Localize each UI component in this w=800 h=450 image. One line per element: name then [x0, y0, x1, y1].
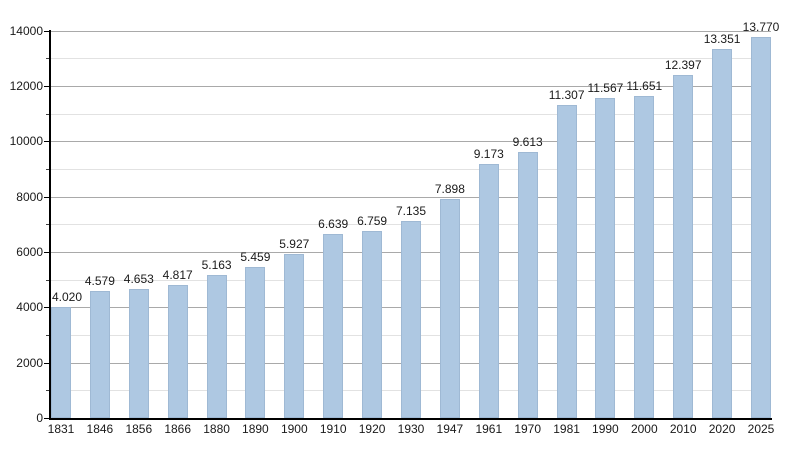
y-axis-major-tick — [44, 418, 50, 419]
bar-value-label: 9.173 — [473, 147, 504, 162]
bar-value-label: 7.898 — [434, 182, 465, 197]
bar-value-label: 5.927 — [279, 236, 310, 251]
y-axis-major-tick — [44, 141, 50, 143]
gridline-major — [50, 85, 771, 87]
y-axis-minor-tick — [46, 113, 50, 115]
y-axis-tick-label: 4000 — [16, 300, 43, 315]
bar — [439, 199, 460, 418]
y-axis-tick-label: 14000 — [9, 23, 43, 38]
y-axis-tick-label: 12000 — [9, 78, 43, 93]
bar-value-label: 4.817 — [162, 267, 193, 282]
y-axis-major-tick — [44, 30, 50, 32]
gridline-minor — [50, 168, 771, 170]
x-axis-tick-label: 1831 — [47, 422, 75, 436]
y-axis-minor-tick — [46, 58, 50, 60]
gridline-minor — [50, 113, 771, 115]
y-axis-tick-label: 2000 — [16, 355, 43, 370]
bar — [401, 220, 421, 418]
y-axis-minor-tick — [46, 335, 50, 336]
bar — [478, 164, 499, 418]
x-axis-tick-label: 2020 — [708, 422, 736, 436]
y-axis-major-tick — [44, 362, 50, 364]
bar-value-label: 6.639 — [318, 217, 349, 232]
x-axis-tick-label: 1990 — [592, 422, 619, 436]
bar — [712, 48, 733, 418]
bar-value-label: 11.567 — [587, 80, 624, 95]
x-axis-tick-label: 1866 — [164, 422, 192, 436]
gridline-major — [50, 196, 771, 198]
bar — [167, 284, 188, 418]
y-axis-minor-tick — [46, 168, 50, 170]
x-axis-tick-label: 1900 — [280, 422, 308, 436]
gridline-major — [50, 30, 771, 32]
y-axis-minor-tick — [46, 224, 50, 226]
bar-value-label: 4.653 — [123, 272, 154, 287]
bar-value-label: 13.770 — [742, 19, 780, 34]
bar — [517, 151, 538, 418]
x-axis-tick-label: 1981 — [553, 422, 580, 436]
x-axis-tick-label: 1890 — [242, 422, 269, 436]
y-axis-major-tick — [44, 251, 50, 253]
bar — [595, 97, 616, 418]
bar — [206, 275, 227, 418]
y-axis-minor-tick — [46, 390, 50, 392]
y-axis-line — [49, 30, 51, 420]
bar-value-label: 9.613 — [512, 134, 543, 149]
bar-value-label: 5.163 — [201, 258, 232, 273]
bar-value-label: 12.397 — [664, 57, 702, 72]
y-axis-major-tick — [44, 196, 50, 198]
x-axis-tick-label: 2025 — [747, 422, 775, 436]
bar-value-label: 4.020 — [52, 289, 83, 304]
x-axis-tick-label: 1846 — [86, 422, 114, 436]
bar — [362, 230, 383, 418]
x-axis-tick-label: 1947 — [436, 422, 464, 436]
y-axis-tick-label: 6000 — [16, 244, 43, 259]
x-axis-tick-label: 1920 — [358, 422, 386, 436]
bar-value-label: 11.651 — [626, 78, 663, 93]
bar — [128, 289, 149, 418]
bar — [51, 306, 71, 418]
x-axis-tick-label: 2000 — [630, 422, 658, 436]
bar-value-label: 11.307 — [548, 88, 585, 102]
y-axis-minor-tick — [46, 279, 50, 281]
bar — [284, 253, 305, 418]
y-axis-tick-label: 0 — [36, 411, 43, 425]
x-axis-tick-label: 1880 — [203, 422, 230, 436]
x-axis-tick-label: 1910 — [319, 422, 347, 436]
bar — [323, 234, 344, 418]
x-axis-line — [49, 418, 772, 420]
x-axis-tick-label: 1970 — [514, 422, 542, 436]
gridline-major — [50, 141, 771, 143]
bar — [556, 105, 577, 418]
x-axis-tick-label: 1856 — [125, 422, 153, 436]
bar-value-label: 7.135 — [395, 203, 427, 218]
y-axis-tick-label: 8000 — [16, 189, 43, 204]
bar — [751, 36, 771, 418]
x-axis-tick-label: 2010 — [669, 422, 697, 436]
y-axis-major-tick — [44, 85, 50, 87]
bar — [89, 291, 110, 418]
x-axis-tick-label: 1961 — [475, 422, 503, 436]
bar — [634, 95, 655, 418]
x-axis-tick-label: 1930 — [397, 422, 425, 436]
bar — [245, 266, 266, 418]
bar-value-label: 6.759 — [357, 213, 388, 228]
bar — [673, 74, 694, 418]
y-axis-tick-label: 10000 — [9, 134, 43, 149]
bar-value-label: 5.459 — [240, 249, 271, 264]
gridline-minor — [50, 58, 771, 60]
bar-value-label: 4.579 — [84, 274, 115, 289]
bar-value-label: 13.351 — [703, 31, 741, 46]
y-axis-major-tick — [44, 307, 50, 309]
